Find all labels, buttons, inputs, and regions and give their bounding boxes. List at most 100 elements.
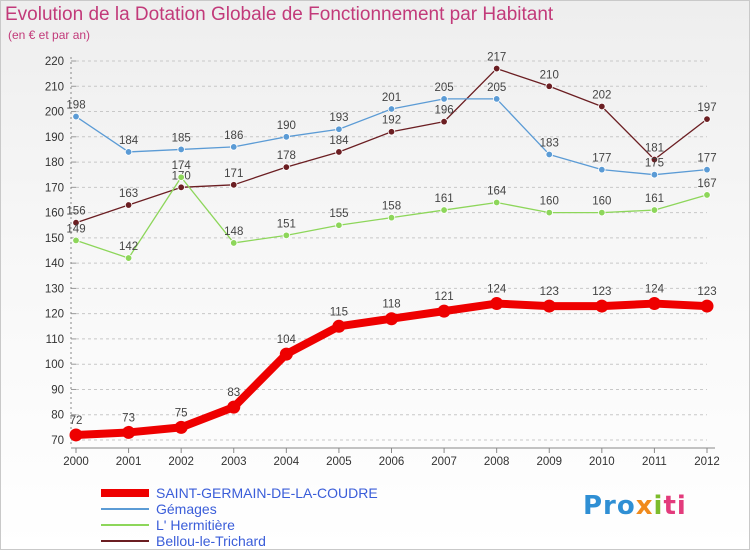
data-label: 177 <box>697 153 716 165</box>
data-point <box>387 213 396 222</box>
data-point <box>492 95 501 103</box>
x-tick-label: 2002 <box>168 456 194 468</box>
legend-label: Bellou-le-Trichard <box>156 533 266 549</box>
y-tick-label: 150 <box>45 233 64 245</box>
data-point <box>703 115 711 123</box>
data-point <box>545 82 553 90</box>
data-label: 197 <box>697 102 716 114</box>
data-label: 210 <box>540 69 559 81</box>
chart-title: Evolution de la Dotation Globale de Fonc… <box>5 4 554 25</box>
data-point <box>440 206 448 214</box>
data-label: 196 <box>434 105 453 117</box>
data-point <box>177 183 185 192</box>
x-tick-label: 2001 <box>116 456 142 468</box>
y-tick-label: 220 <box>45 56 64 68</box>
data-label: 190 <box>277 120 296 132</box>
data-point <box>282 231 291 240</box>
data-point <box>282 163 291 171</box>
data-point <box>598 208 606 217</box>
data-label: 183 <box>540 137 559 149</box>
data-label: 155 <box>329 208 348 220</box>
legend-item: SAINT-GERMAIN-DE-LA-COUDRE <box>101 485 461 501</box>
data-label: 186 <box>224 130 243 142</box>
data-label: 201 <box>382 92 401 104</box>
data-point <box>650 206 659 214</box>
data-label: 158 <box>382 201 401 213</box>
data-point <box>279 347 293 361</box>
data-point <box>230 239 238 247</box>
legend-swatch <box>101 489 149 497</box>
legend-item: Gémages <box>101 501 461 517</box>
data-point <box>72 219 80 227</box>
data-point <box>177 145 185 154</box>
x-tick-label: 2005 <box>326 456 352 468</box>
x-tick-label: 2000 <box>63 456 89 468</box>
data-point <box>387 105 396 113</box>
y-tick-label: 130 <box>45 283 64 295</box>
data-point <box>440 117 448 126</box>
x-tick-label: 2011 <box>642 456 667 468</box>
data-label: 205 <box>434 82 453 94</box>
data-point <box>335 125 343 133</box>
y-tick-label: 70 <box>51 435 64 447</box>
data-label: 75 <box>175 407 188 419</box>
data-point <box>335 221 343 229</box>
data-point <box>227 400 241 414</box>
data-label: 73 <box>122 412 135 424</box>
data-label: 72 <box>70 415 83 427</box>
data-point <box>335 148 343 156</box>
proxiti-logo: Proxiti <box>583 491 687 521</box>
data-label: 178 <box>277 150 296 162</box>
data-point <box>230 143 238 151</box>
data-label: 181 <box>645 143 664 155</box>
data-label: 163 <box>119 188 138 200</box>
data-label: 175 <box>645 158 664 170</box>
data-point <box>124 148 133 156</box>
data-point <box>650 170 659 179</box>
data-point <box>545 150 553 159</box>
data-label: 217 <box>487 52 506 64</box>
data-point <box>122 425 136 439</box>
legend-label: Gémages <box>156 501 217 517</box>
y-tick-label: 90 <box>51 384 64 396</box>
data-label: 156 <box>66 206 85 218</box>
data-label: 160 <box>540 196 559 208</box>
data-label: 123 <box>592 286 611 298</box>
data-label: 185 <box>172 132 191 144</box>
y-tick-label: 170 <box>45 182 64 194</box>
data-label: 148 <box>224 226 243 238</box>
data-label: 104 <box>277 334 297 346</box>
legend-item: Bellou-le-Trichard <box>101 533 461 549</box>
data-label: 161 <box>645 193 664 205</box>
data-point <box>492 64 501 73</box>
data-point <box>440 95 448 103</box>
data-point <box>598 102 606 111</box>
data-label: 184 <box>119 135 139 147</box>
data-label: 164 <box>487 185 507 197</box>
x-tick-label: 2003 <box>221 456 247 468</box>
x-tick-label: 2007 <box>431 456 457 468</box>
data-point <box>598 165 606 174</box>
legend-label: SAINT-GERMAIN-DE-LA-COUDRE <box>156 485 378 501</box>
data-point <box>332 319 346 333</box>
data-point <box>174 420 188 434</box>
data-label: 83 <box>227 387 240 399</box>
data-label: 124 <box>645 284 665 296</box>
data-label: 202 <box>592 89 611 101</box>
legend-swatch <box>101 540 149 542</box>
data-point <box>703 191 711 199</box>
data-label: 174 <box>172 160 192 172</box>
data-label: 177 <box>592 153 611 165</box>
x-tick-label: 2008 <box>484 456 510 468</box>
data-label: 151 <box>277 218 296 230</box>
y-tick-label: 100 <box>45 359 64 371</box>
data-point <box>545 208 553 217</box>
data-point <box>700 299 714 313</box>
x-tick-label: 2006 <box>379 456 405 468</box>
data-label: 193 <box>329 112 348 124</box>
data-label: 123 <box>697 286 716 298</box>
data-label: 142 <box>119 241 138 253</box>
y-tick-label: 80 <box>51 410 64 422</box>
